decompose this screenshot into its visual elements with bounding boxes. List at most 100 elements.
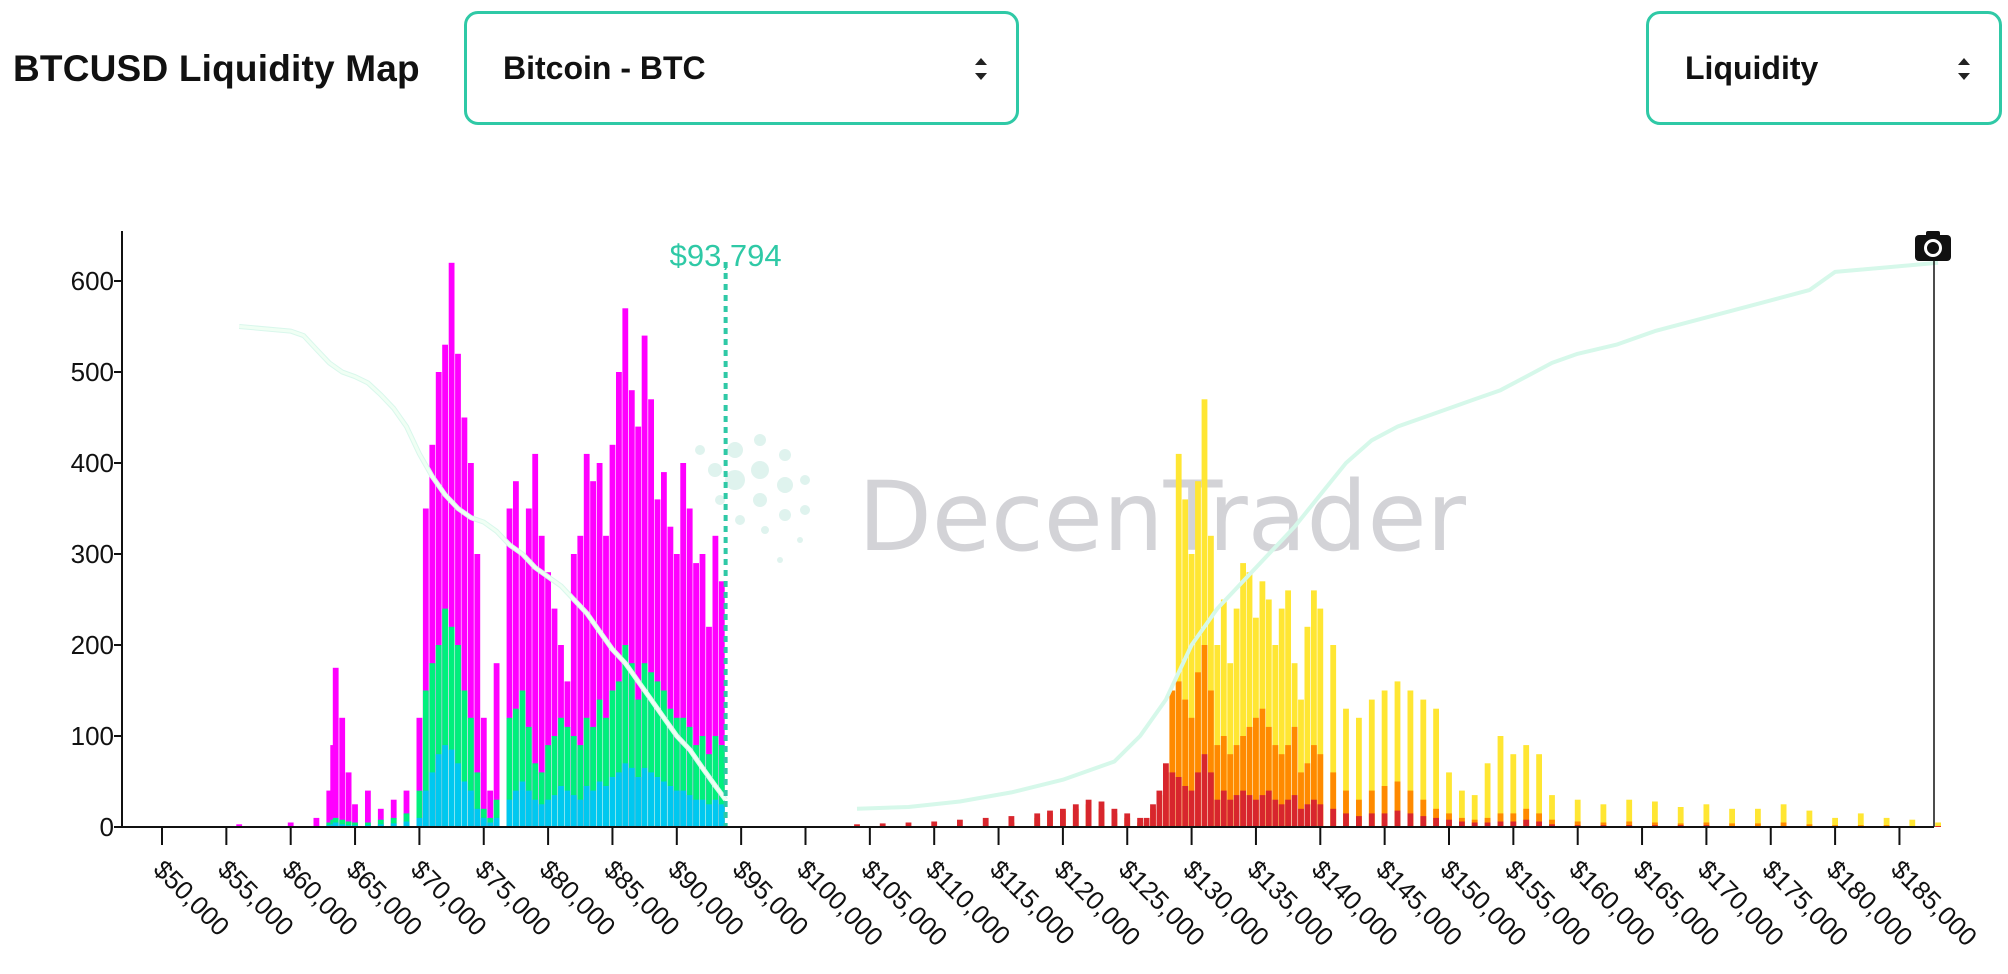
short-bar-low [1484, 822, 1491, 827]
long-bar-high [429, 444, 436, 827]
short-bar-mid [1246, 726, 1253, 827]
short-bar-high [1227, 663, 1234, 827]
short-bar-high [1484, 763, 1491, 827]
long-bar-high [352, 804, 358, 828]
long-bar-high [506, 508, 513, 827]
long-bar-low [590, 790, 596, 827]
long-bar-high [622, 308, 629, 827]
current-price-marker: $93,794 [670, 238, 782, 827]
watermark-dot [708, 463, 722, 477]
long-bar-low [699, 799, 706, 827]
short-bar-high [1703, 804, 1710, 828]
short-bar-high [1356, 717, 1362, 827]
long-bar-mid [403, 813, 410, 827]
short-bar-high [1471, 795, 1478, 827]
short-bar-low [1034, 813, 1041, 827]
short-bar-high [1304, 626, 1311, 827]
long-bar-low [474, 808, 481, 827]
short-bar-low [1150, 804, 1156, 828]
short-bar-mid [1549, 819, 1555, 827]
long-bar-high [474, 554, 481, 827]
asset-select-value: Bitcoin - BTC [503, 50, 706, 86]
short-bar-mid [1220, 736, 1227, 827]
short-bar-low [1111, 808, 1118, 827]
long-bar-low [506, 799, 513, 827]
short-bar-mid [1169, 690, 1176, 827]
short-bar-high [1755, 808, 1761, 827]
short-bar-low [1291, 795, 1298, 827]
short-bar-mid [1311, 745, 1317, 827]
long-bar-high [635, 426, 642, 827]
sort-arrows-icon [1958, 58, 1970, 80]
long-bar-high [403, 790, 410, 827]
long-bar-mid [442, 608, 448, 827]
short-bar-low [1124, 813, 1131, 827]
short-bar-high [1368, 699, 1375, 827]
long-bar-mid [461, 690, 468, 827]
asset-select[interactable]: Bitcoin - BTC [464, 11, 1019, 125]
short-bar-mid [1536, 813, 1542, 827]
short-bar-low [1201, 754, 1208, 827]
long-bar-low [558, 786, 564, 827]
long-bar-high [693, 563, 699, 827]
long-bar-high [686, 508, 693, 827]
decentrader-logo-icon [695, 434, 810, 563]
short-bar-mid [1368, 790, 1375, 827]
short-bar-mid [1291, 726, 1298, 827]
short-bar-low [1163, 763, 1169, 827]
long-bar-high [551, 608, 558, 827]
long-bar-high [570, 554, 577, 827]
long-bar-mid [712, 736, 719, 827]
short-bar-low [1085, 799, 1092, 827]
short-bar-mid [1652, 822, 1658, 827]
short-bar-high [1188, 554, 1195, 827]
short-bar-low [1420, 816, 1427, 827]
mode-select[interactable]: Liquidity [1646, 11, 2002, 125]
long-bar-low [661, 781, 667, 827]
long-bar-mid [532, 763, 539, 827]
short-bar-high [1220, 599, 1227, 827]
long-bar-low [706, 804, 712, 828]
long-bar-low [422, 790, 429, 827]
short-bar-low [1368, 813, 1375, 827]
watermark-dot [800, 475, 810, 485]
short-bar-high [1806, 810, 1813, 827]
short-bar-mid [1304, 763, 1311, 827]
short-bar-mid [1188, 717, 1195, 827]
short-bar-high [1510, 754, 1517, 827]
watermark-dot [735, 515, 745, 525]
short-bar-mid [1253, 717, 1259, 827]
short-bar-mid [1574, 821, 1581, 827]
long-bar-mid [654, 681, 661, 827]
long-bar-high [287, 822, 294, 827]
mode-select-value: Liquidity [1685, 50, 1819, 86]
short-bar-low [1311, 799, 1317, 827]
long-bar-low [712, 799, 719, 827]
short-bar-high [1208, 535, 1214, 827]
short-bar-mid [1278, 754, 1285, 827]
long-bar-high [422, 508, 429, 827]
long-bar-high [345, 772, 352, 827]
short-bar-mid [1195, 672, 1201, 827]
short-bar-high [1935, 822, 1941, 827]
long-bar-low [493, 817, 500, 827]
short-bar-mid [1407, 790, 1414, 827]
short-bar-low [1253, 799, 1259, 827]
short-bar-mid [1523, 808, 1530, 827]
camera-icon[interactable] [1915, 231, 1951, 261]
long-bar-low [332, 822, 339, 827]
short-bar-high [1311, 590, 1317, 827]
short-bar-low [1433, 817, 1439, 827]
long-bar-mid [648, 672, 654, 827]
watermark-dot [777, 477, 793, 493]
short-bar-high [1259, 581, 1266, 827]
long-bar-high [442, 344, 448, 827]
short-bar-high [1330, 645, 1337, 827]
short-bar-high [1549, 795, 1555, 827]
short-bar-high [1832, 817, 1838, 827]
short-bar-high [1407, 690, 1414, 827]
long-bar-mid [577, 745, 584, 827]
cumulative-long-line [239, 325, 727, 801]
long-bar-low [667, 786, 674, 827]
short-bar-mid [1497, 813, 1504, 827]
